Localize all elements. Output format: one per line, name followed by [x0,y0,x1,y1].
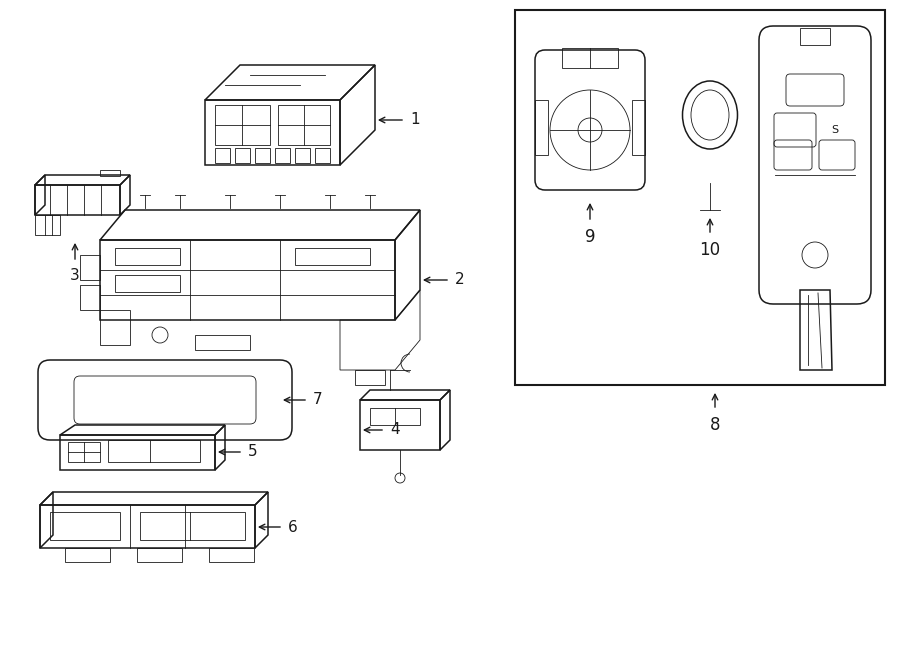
Text: 4: 4 [390,422,400,438]
Text: 8: 8 [710,416,720,434]
Text: S: S [832,125,839,135]
Text: 10: 10 [699,241,721,259]
Text: 5: 5 [248,444,257,459]
Text: 9: 9 [585,228,595,246]
Text: 3: 3 [70,268,80,283]
Text: 6: 6 [288,520,298,535]
Text: 1: 1 [410,112,419,128]
Text: 7: 7 [313,393,322,407]
Text: 2: 2 [455,272,464,288]
